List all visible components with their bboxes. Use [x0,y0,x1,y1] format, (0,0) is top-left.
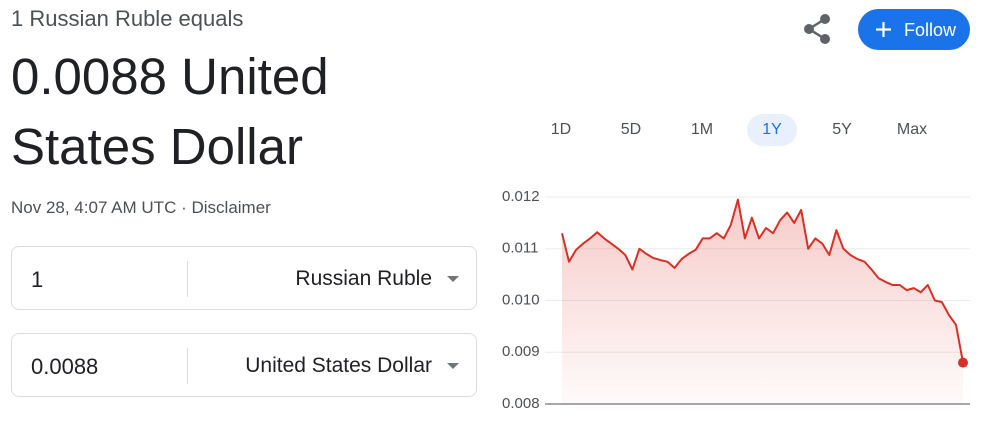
separator: · [181,198,187,217]
line [561,198,964,363]
divider [187,261,188,297]
y-tick-label: 0.010 [502,291,540,308]
y-tick-label: 0.011 [502,240,538,257]
subtitle: 1 Russian Ruble equals [11,6,244,31]
currency[interactable]: Russian Ruble [295,267,432,290]
share-icon[interactable] [800,12,834,46]
chart: 0.008 0.009 0.010 0.011 0.012 [502,188,970,412]
amount[interactable]: 1 [31,267,44,292]
amount[interactable]: 0.0088 [31,354,99,379]
range-tab[interactable]: 5Y [832,121,852,138]
converter-row: 0.0088 United States Dollar [11,333,477,397]
title: 0.0088 United States Dollar [11,48,329,175]
range-tab[interactable]: 1D [550,121,572,138]
divider [187,348,188,384]
follow-button[interactable]: Follow [858,9,970,50]
y-tick-label: 0.009 [502,343,540,360]
dropdown-arrow[interactable] [447,363,459,369]
y-tick-label: 0.012 [502,188,540,205]
plus-icon [876,22,891,37]
follow-label: Follow [904,20,957,40]
y-tick-label: 0.008 [502,395,540,412]
converter-row: 1 Russian Ruble [11,246,477,310]
currency[interactable]: United States Dollar [245,354,432,377]
range-tab[interactable]: 5D [620,121,642,138]
area [562,199,963,404]
disclaimer[interactable]: Disclaimer [191,198,271,217]
end-point [958,357,968,368]
timestamp: Nov 28, 4:07 AM UTC [11,198,177,217]
range-tab[interactable]: 1Y [747,114,797,146]
range-tab[interactable]: 1M [690,121,714,138]
range-tab[interactable]: Max [896,121,928,138]
timestamp-line: Nov 28, 4:07 AM UTC · Disclaimer [11,198,271,218]
dropdown-arrow[interactable] [447,276,459,282]
